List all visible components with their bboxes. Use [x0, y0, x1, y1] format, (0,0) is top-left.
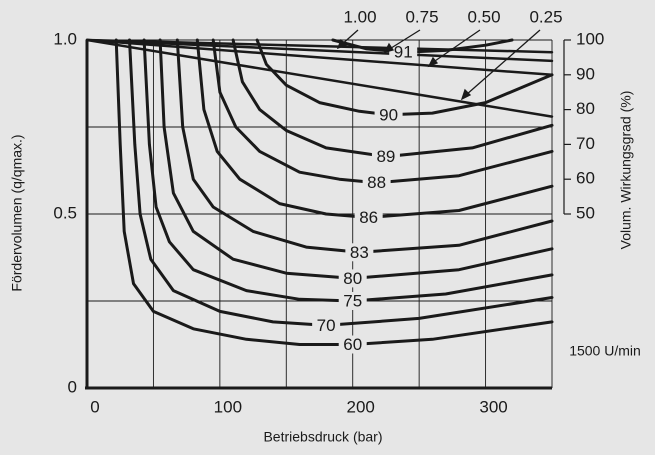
contour-line [142, 38, 554, 303]
contour-label: 88 [367, 173, 386, 192]
arrow [465, 29, 541, 96]
y2-tick-label: 50 [576, 203, 595, 222]
contour-label-bg [338, 335, 367, 354]
y2-tick-label: 80 [576, 99, 595, 118]
arrowhead [460, 88, 472, 101]
contour-line [231, 38, 554, 159]
labels: 60 70 75 80 83 86 88 89 90 91 1.00 0.75 0.50 0.25 [312, 7, 563, 354]
arrow [431, 29, 481, 64]
curves [85, 38, 554, 346]
contour-label: 70 [317, 316, 336, 335]
volumetric-line [85, 38, 554, 54]
contour-label: 75 [343, 291, 362, 310]
x-tick-label: 0 [90, 397, 99, 416]
arrowhead [427, 56, 439, 68]
contour-label-bg [389, 43, 418, 62]
x-tick-label: 100 [214, 397, 242, 416]
y2-tick-label: 60 [576, 169, 595, 188]
grid: 0 100 200 300 0 0.5 1.0 50 60 70 80 90 100 [53, 29, 604, 416]
y-tick-label: 1.0 [53, 29, 77, 48]
volumetric-line [85, 38, 554, 118]
y2-tick-label: 100 [576, 29, 604, 48]
contour-line [211, 38, 554, 185]
volumetric-label: 0.25 [529, 7, 562, 26]
contour-label: 91 [394, 43, 413, 62]
contour-line [128, 38, 554, 327]
contour-label-bg [371, 147, 400, 166]
y2-tick-label: 90 [576, 64, 595, 83]
arrow [387, 29, 421, 51]
volumetric-label: 1.00 [343, 7, 376, 26]
y-tick-label: 0.5 [53, 203, 77, 222]
contour-label-bg [354, 208, 383, 227]
contour-label-bg [312, 316, 341, 335]
arrows [336, 29, 541, 101]
volumetric-line [85, 38, 554, 77]
contour-line [114, 38, 554, 346]
y-tick-label: 0 [68, 377, 77, 396]
contour-label-bg [338, 292, 367, 310]
contour-label-bg [374, 105, 403, 124]
volumetric-label: 0.75 [405, 7, 438, 26]
contour-label-bg [345, 243, 374, 262]
arrowhead [383, 42, 395, 53]
contour-label-bg [362, 173, 391, 192]
volumetric-label: 0.50 [467, 7, 500, 26]
x-axis-label: Betriebsdruck (bar) [263, 429, 382, 445]
contour-line [175, 38, 554, 254]
contour-label: 60 [343, 335, 362, 354]
contour-line [195, 38, 554, 219]
x-tick-label: 300 [479, 397, 507, 416]
contour-line [158, 38, 554, 280]
contour-label-bg [338, 269, 367, 288]
contour-label: 86 [359, 208, 378, 227]
volumetric-line [85, 38, 554, 63]
contour-label: 90 [379, 105, 398, 124]
annotation: 1500 U/min [569, 343, 641, 359]
contour-label: 80 [343, 269, 362, 288]
contour-label: 89 [376, 147, 395, 166]
contour-label: 83 [350, 243, 369, 262]
y2-axis-label: Volum. Wirkungsgrad (%) [618, 91, 634, 250]
x-tick-label: 200 [347, 397, 375, 416]
y-axis-label: Fördervolumen (q/qmax.) [9, 134, 25, 291]
arrowhead [336, 38, 348, 50]
y2-tick-label: 70 [576, 134, 595, 153]
